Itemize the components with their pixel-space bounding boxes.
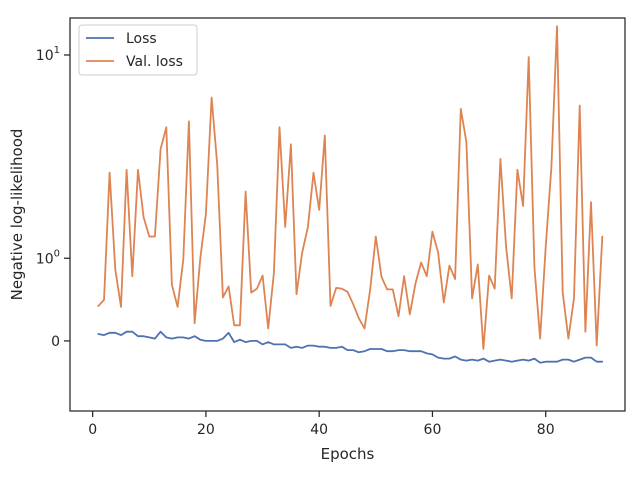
legend: Loss Val. loss bbox=[78, 24, 198, 76]
x-tick-label: 80 bbox=[537, 422, 555, 438]
legend-label: Val. loss bbox=[126, 54, 183, 70]
x-tick-label: 0 bbox=[88, 422, 97, 438]
legend-label: Loss bbox=[126, 31, 157, 47]
x-tick-label: 20 bbox=[197, 422, 215, 438]
x-axis-title: Epochs bbox=[321, 445, 375, 463]
y-tick-label: 100 bbox=[36, 248, 60, 267]
x-tick-label: 60 bbox=[424, 422, 442, 438]
plot-background bbox=[70, 18, 625, 411]
series-line-val-loss bbox=[97, 25, 604, 350]
y-axis-title: Negative log-likelihood bbox=[8, 129, 26, 301]
y-tick-label: 0 bbox=[51, 334, 60, 350]
plot-frame bbox=[69, 17, 626, 412]
y-tick-label: 101 bbox=[36, 45, 60, 64]
series-line-loss bbox=[97, 330, 604, 364]
axis-layer: 0 20 40 60 80 0 100 101 bbox=[36, 45, 555, 438]
series-layer bbox=[97, 25, 604, 364]
x-tick-label: 40 bbox=[310, 422, 328, 438]
